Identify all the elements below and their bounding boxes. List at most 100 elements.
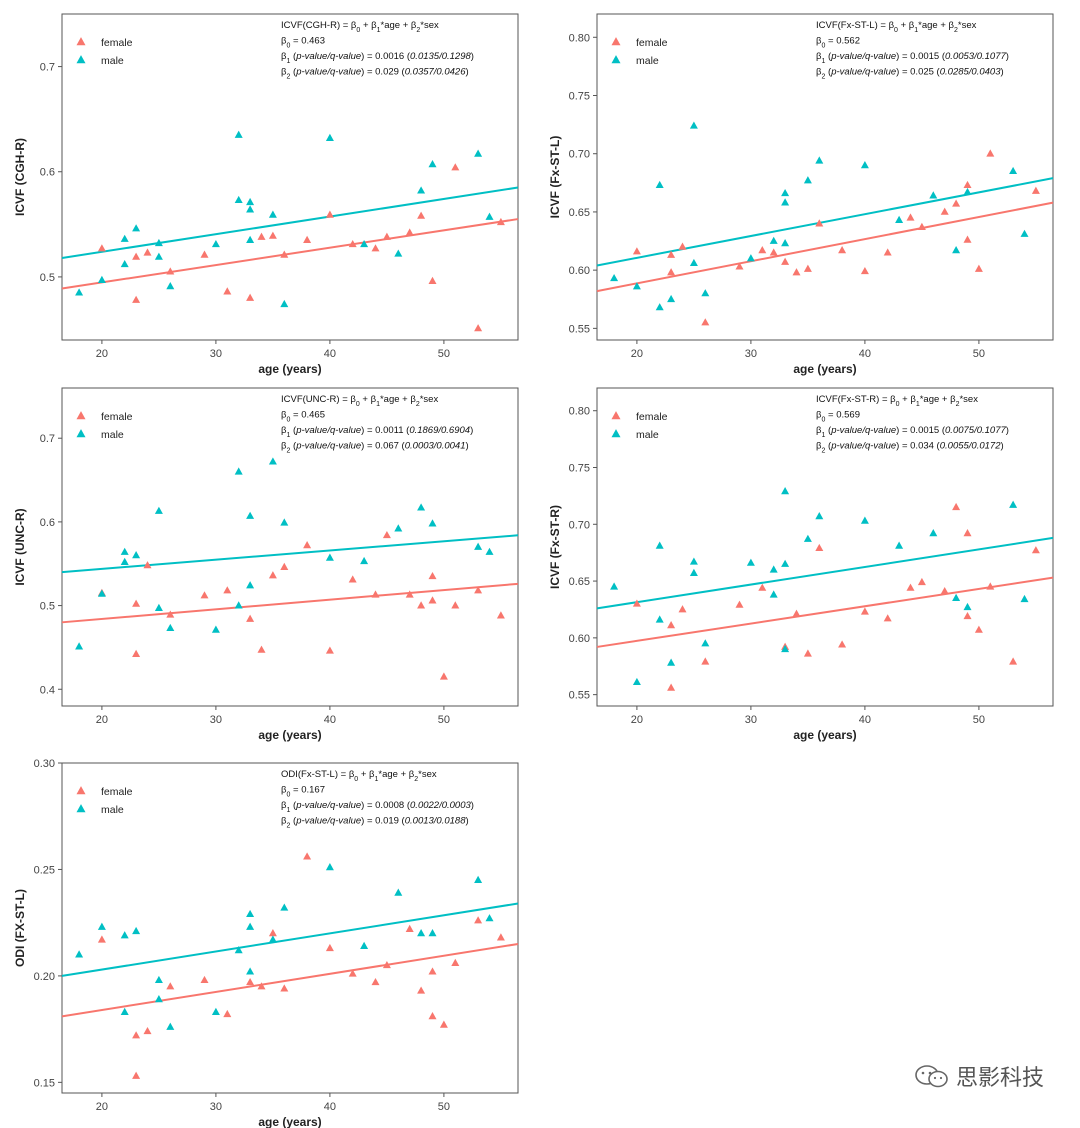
y-tick-label: 0.5: [40, 601, 55, 613]
subscript: 1: [821, 58, 825, 65]
data-point-male: [667, 294, 676, 303]
data-point-female: [1031, 546, 1040, 554]
data-point-female: [758, 583, 767, 591]
data-point-female: [940, 586, 949, 595]
data-point-male: [120, 259, 129, 268]
annotation-text: β: [816, 67, 822, 78]
data-point-female: [166, 267, 175, 275]
data-point-male: [781, 239, 790, 247]
y-tick-label: 0.6: [40, 167, 55, 179]
annotation-text: + β: [898, 20, 915, 31]
annotation-text: (: [825, 441, 832, 452]
data-point-male: [154, 506, 163, 514]
data-point-female: [632, 599, 641, 607]
data-point-male: [394, 888, 403, 896]
data-point-female: [917, 222, 926, 230]
data-point-male: [781, 559, 790, 567]
legend-marker-female: [611, 411, 621, 420]
annotation-text: β: [281, 36, 287, 47]
data-point-female: [348, 969, 357, 977]
data-point-female: [268, 929, 277, 937]
annotation-text: 0.0013/0.0188: [405, 816, 466, 827]
data-point-female: [280, 250, 289, 258]
data-point-male: [166, 623, 175, 632]
data-point-male: [280, 518, 289, 526]
data-point-male: [929, 191, 938, 199]
data-point-male: [860, 516, 869, 524]
data-point-female: [268, 571, 277, 579]
annotation-text: = 0.465: [290, 410, 325, 421]
regression-line-male: [61, 186, 519, 259]
data-point-female: [792, 609, 801, 617]
annotation-text: β: [281, 816, 287, 827]
legend-label-female: female: [101, 411, 133, 423]
legend-label-male: male: [101, 429, 124, 441]
data-point-male: [166, 1022, 175, 1030]
data-point-female: [257, 982, 266, 990]
data-point-male: [895, 215, 904, 223]
annotation-text: *age + β: [918, 20, 954, 31]
data-point-male: [689, 568, 698, 577]
data-point-female: [371, 244, 380, 252]
data-point-female: [667, 250, 676, 258]
data-point-female: [496, 217, 505, 226]
data-point-male: [246, 197, 255, 206]
data-point-male: [474, 149, 483, 157]
legend-marker-female: [76, 786, 86, 795]
y-tick-label: 0.20: [34, 971, 55, 983]
data-point-female: [405, 590, 414, 598]
data-point-male: [154, 603, 163, 611]
x-tick-label: 40: [859, 714, 871, 726]
annotation-text: ): [1001, 67, 1004, 78]
subscript: 2: [821, 447, 825, 454]
subscript: 0: [821, 42, 825, 49]
annotation-text: β: [281, 67, 287, 78]
data-point-female: [451, 163, 460, 171]
subscript: 2: [821, 73, 825, 80]
annotation-text: β: [816, 51, 822, 62]
annotation-text: p-value/q-value: [830, 67, 896, 78]
annotation-text: β: [281, 785, 287, 796]
data-point-male: [234, 467, 243, 475]
data-point-male: [952, 246, 961, 254]
plot-frame: [61, 13, 519, 341]
data-point-male: [952, 593, 961, 601]
data-point-male: [781, 188, 790, 197]
annotation-text: ): [470, 425, 473, 436]
legend-marker-male: [76, 55, 86, 64]
data-point-female: [132, 649, 141, 657]
data-point-male: [268, 935, 277, 943]
subscript: 0: [896, 401, 900, 408]
annotation-text: ) = 0.0016 (: [361, 51, 411, 62]
data-point-female: [838, 246, 847, 254]
annotation-text: *sex: [420, 20, 439, 31]
annotation-text: ): [1006, 425, 1009, 436]
data-point-female: [952, 199, 961, 207]
data-point-female: [382, 232, 391, 240]
data-point-female: [132, 1031, 141, 1039]
annotation-text: 0.0055/0.0172: [940, 441, 1001, 452]
annotation-text: + β: [360, 20, 377, 31]
data-point-male: [246, 581, 255, 589]
data-point-male: [689, 557, 698, 565]
annotation-text: *sex: [958, 20, 977, 31]
annotation-text: (: [825, 51, 832, 62]
data-point-female: [371, 590, 380, 598]
data-point-female: [132, 1071, 141, 1079]
y-tick-label: 0.7: [40, 433, 55, 445]
data-point-female: [439, 1020, 448, 1028]
x-tick-label: 20: [96, 1101, 108, 1113]
data-point-female: [860, 607, 869, 615]
data-point-male: [474, 875, 483, 883]
data-point-male: [474, 542, 483, 550]
data-point-female: [280, 984, 289, 992]
x-tick-label: 20: [631, 348, 643, 360]
annotation-text: + β: [358, 769, 375, 780]
legend-marker-female: [76, 411, 86, 420]
data-point-male: [963, 602, 972, 611]
data-point-male: [803, 534, 812, 542]
subscript: 1: [376, 401, 380, 408]
data-point-female: [701, 318, 710, 326]
data-point-female: [906, 583, 915, 591]
